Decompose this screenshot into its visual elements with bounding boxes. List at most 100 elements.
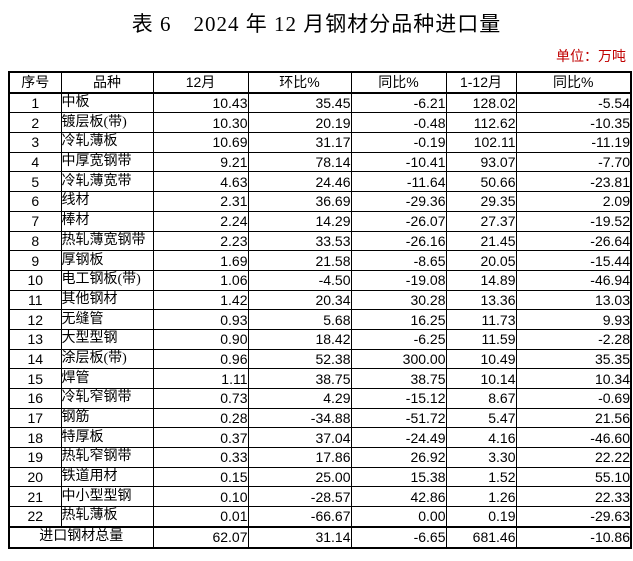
cell-value: -5.54	[515, 92, 632, 114]
cell-value: -26.07	[350, 210, 447, 232]
cell-value: 0.28	[152, 407, 249, 429]
cell-value: 0.37	[152, 427, 249, 449]
cell-variety: 热轧薄板	[60, 506, 154, 528]
cell-variety: 特厚板	[60, 427, 154, 449]
cell-variety: 冷轧薄宽带	[60, 171, 154, 193]
cell-variety: 铁道用材	[60, 466, 154, 488]
total-cell-value: -10.86	[515, 525, 632, 548]
cell-value: 20.05	[445, 250, 517, 271]
cell-index: 22	[8, 506, 62, 528]
cell-value: 27.37	[445, 210, 517, 232]
cell-index: 8	[8, 230, 62, 252]
column-header-5: 1-12月	[445, 71, 517, 94]
column-header-2: 12月	[152, 71, 249, 94]
cell-value: -0.69	[515, 388, 632, 409]
column-header-3: 环比%	[247, 71, 352, 94]
cell-value: 2.31	[152, 191, 249, 212]
table-row: 9 厚钢板 1.69 21.58 -8.65 20.05 -15.44	[8, 250, 632, 271]
cell-variety: 热轧薄宽钢带	[60, 230, 154, 252]
cell-value: 33.53	[247, 230, 352, 252]
cell-variety: 电工钢板(带)	[60, 269, 154, 291]
table-body: 1 中板 10.43 35.45 -6.21 128.02 -5.54 2 镀层板(带) 10.3…	[8, 92, 632, 548]
cell-value: -0.19	[350, 132, 447, 153]
cell-value: 4.63	[152, 171, 249, 193]
cell-value: 38.75	[247, 368, 352, 389]
cell-value: -19.08	[350, 269, 447, 291]
cell-value: 2.23	[152, 230, 249, 252]
cell-variety: 棒材	[60, 210, 154, 232]
cell-value: 35.45	[247, 92, 352, 114]
cell-value: 10.43	[152, 92, 249, 114]
cell-variety: 中厚宽钢带	[60, 151, 154, 173]
cell-value: 38.75	[350, 368, 447, 389]
cell-value: 1.52	[445, 466, 517, 488]
cell-value: -29.36	[350, 191, 447, 212]
table-row: 17 钢筋 0.28 -34.88 -51.72 5.47 21.56	[8, 407, 632, 429]
cell-variety: 线材	[60, 191, 154, 212]
cell-variety: 焊管	[60, 368, 154, 389]
cell-value: 2.24	[152, 210, 249, 232]
cell-variety: 热轧窄钢带	[60, 447, 154, 468]
table-row: 13 大型型钢 0.90 18.42 -6.25 11.59 -2.28	[8, 328, 632, 350]
cell-value: -8.65	[350, 250, 447, 271]
cell-value: 11.59	[445, 328, 517, 350]
cell-value: -15.44	[515, 250, 632, 271]
table-row: 20 铁道用材 0.15 25.00 15.38 1.52 55.10	[8, 466, 632, 488]
cell-value: 128.02	[445, 92, 517, 114]
cell-value: 52.38	[247, 348, 352, 370]
cell-value: 1.69	[152, 250, 249, 271]
cell-value: -11.64	[350, 171, 447, 193]
cell-value: -10.41	[350, 151, 447, 173]
total-cell-value: 31.14	[247, 525, 352, 548]
cell-variety: 厚钢板	[60, 250, 154, 271]
cell-value: 5.68	[247, 309, 352, 330]
cell-variety: 其他钢材	[60, 289, 154, 311]
cell-value: 30.28	[350, 289, 447, 311]
cell-value: 18.42	[247, 328, 352, 350]
cell-value: -19.52	[515, 210, 632, 232]
total-cell-value: 681.46	[445, 525, 517, 548]
table-row: 18 特厚板 0.37 37.04 -24.49 4.16 -46.60	[8, 427, 632, 449]
cell-index: 2	[8, 112, 62, 134]
cell-index: 16	[8, 388, 62, 409]
cell-value: 20.19	[247, 112, 352, 134]
cell-index: 7	[8, 210, 62, 232]
cell-value: 21.58	[247, 250, 352, 271]
table-row: 2 镀层板(带) 10.30 20.19 -0.48 112.62 -10.35	[8, 112, 632, 134]
cell-value: 22.33	[515, 486, 632, 508]
cell-index: 9	[8, 250, 62, 271]
cell-value: 2.09	[515, 191, 632, 212]
cell-value: 0.93	[152, 309, 249, 330]
total-cell-value: 62.07	[152, 525, 249, 548]
cell-value: -26.16	[350, 230, 447, 252]
cell-index: 21	[8, 486, 62, 508]
table-row: 21 中小型型钢 0.10 -28.57 42.86 1.26 22.33	[8, 486, 632, 508]
unit-label: 单位：万吨	[556, 50, 626, 65]
cell-index: 14	[8, 348, 62, 370]
table-row: 7 棒材 2.24 14.29 -26.07 27.37 -19.52	[8, 210, 632, 232]
cell-index: 18	[8, 427, 62, 449]
cell-value: 3.30	[445, 447, 517, 468]
cell-value: 112.62	[445, 112, 517, 134]
cell-value: 4.16	[445, 427, 517, 449]
cell-value: 20.34	[247, 289, 352, 311]
table-row: 5 冷轧薄宽带 4.63 24.46 -11.64 50.66 -23.81	[8, 171, 632, 193]
table-row: 19 热轧窄钢带 0.33 17.86 26.92 3.30 22.22	[8, 447, 632, 468]
cell-index: 13	[8, 328, 62, 350]
cell-value: 0.10	[152, 486, 249, 508]
cell-value: 1.06	[152, 269, 249, 291]
cell-variety: 涂层板(带)	[60, 348, 154, 370]
cell-index: 19	[8, 447, 62, 468]
cell-value: -46.94	[515, 269, 632, 291]
cell-value: 31.17	[247, 132, 352, 153]
cell-value: -24.49	[350, 427, 447, 449]
table-row: 10 电工钢板(带) 1.06 -4.50 -19.08 14.89 -46.94	[8, 269, 632, 291]
cell-index: 1	[8, 92, 62, 114]
header-row: 序号 品种 12月 环比% 同比% 1-12月 同比%	[8, 71, 632, 94]
cell-value: 15.38	[350, 466, 447, 488]
cell-value: 0.00	[350, 506, 447, 528]
cell-value: -6.25	[350, 328, 447, 350]
cell-value: 37.04	[247, 427, 352, 449]
cell-variety: 中小型型钢	[60, 486, 154, 508]
table-row: 3 冷轧薄板 10.69 31.17 -0.19 102.11 -11.19	[8, 132, 632, 153]
